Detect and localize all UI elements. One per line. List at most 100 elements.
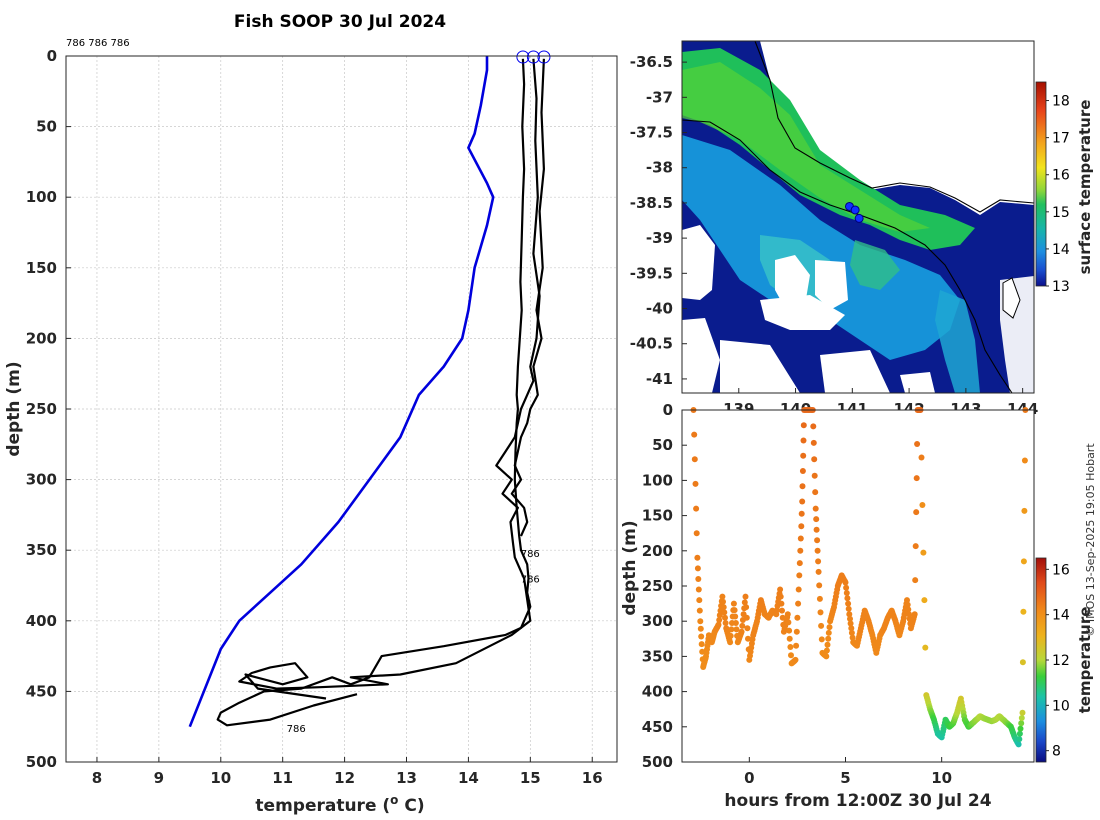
map-frame [681, 40, 1035, 394]
section-point [843, 584, 850, 591]
section-point [1019, 659, 1026, 666]
map-track [844, 201, 864, 223]
map-image [682, 41, 1034, 393]
profile-x-tick-label: 10 [210, 769, 231, 787]
section-point [799, 468, 806, 474]
section-point [691, 431, 698, 438]
section-point [698, 633, 705, 640]
section-point [920, 549, 927, 556]
section-y-tick-label: 100 [642, 471, 673, 489]
section-point [845, 605, 852, 612]
profile-x-tick-label: 9 [154, 769, 164, 787]
profile-x-axis-label: temperature (o C) [255, 793, 424, 816]
section-point [798, 523, 805, 530]
section-point [825, 635, 832, 642]
section-point [796, 572, 803, 579]
profile-y-axis-label: depth (m) [4, 361, 24, 456]
section-point [842, 579, 849, 586]
section-point [825, 629, 832, 636]
section-point [786, 627, 793, 634]
profile-x-tick-label: 13 [396, 769, 417, 787]
sst-colorbar-label: surface temperature [1076, 100, 1094, 275]
map-y-tick-label: -37.5 [630, 124, 673, 142]
profile-y-tick-label: 500 [26, 753, 57, 771]
section-point [743, 614, 750, 621]
cast-start-marker [516, 50, 530, 64]
section-point [720, 598, 726, 605]
section-point [826, 624, 833, 631]
section-point [727, 639, 734, 646]
section-point [798, 510, 805, 517]
section-point [797, 535, 804, 542]
section-point [778, 600, 785, 607]
section-point [911, 611, 918, 618]
section-point [922, 644, 929, 651]
section-point [811, 472, 818, 479]
climatology-line [188, 56, 495, 728]
section-point [816, 582, 823, 589]
section-point [742, 593, 749, 600]
section-point [1018, 720, 1025, 727]
map-y-tick-label: -40.5 [630, 335, 673, 353]
profile-y-tick-label: 0 [47, 47, 57, 65]
section-point [1021, 457, 1028, 464]
section-point [788, 652, 794, 659]
profile-x-tick-label: 15 [520, 769, 541, 787]
section-point [800, 437, 807, 444]
section-point [722, 614, 728, 621]
sst-map: 139140141142143144 -36.5-37-37.5-38-38.5… [630, 40, 1094, 418]
section-point [693, 505, 700, 512]
section-point [817, 609, 824, 616]
profile-x-tick-label: 16 [582, 769, 603, 787]
section-point [728, 626, 735, 633]
section-point [815, 568, 822, 575]
temperature-colorbar-tick-label: 14 [1052, 608, 1070, 624]
profile-y-tick-label: 300 [26, 471, 57, 489]
section-point [694, 554, 701, 561]
section-point [912, 577, 919, 584]
section-point [730, 600, 737, 607]
section-y-tick-label: 500 [642, 753, 673, 771]
temperature-colorbar-tick-label: 12 [1052, 653, 1070, 669]
section-point [743, 604, 750, 611]
section-point [696, 597, 703, 604]
profile-series [188, 56, 546, 728]
map-y-tick-label: -36.5 [630, 53, 673, 71]
profile-y-tick-label: 200 [26, 329, 57, 347]
section-point [813, 526, 820, 533]
section-point [777, 593, 784, 600]
section-y-tick-label: 0 [663, 401, 673, 419]
section-point [904, 601, 911, 608]
section-point [795, 586, 802, 593]
section-point [721, 609, 728, 616]
section-point [913, 509, 920, 516]
section-point [787, 644, 794, 650]
section-y-tick-label: 50 [652, 436, 673, 454]
section-point [794, 614, 801, 621]
cast-line [216, 58, 532, 727]
profile-y-tick-label: 400 [26, 612, 57, 630]
section-point [816, 595, 823, 602]
section-point [847, 615, 853, 622]
section-point [912, 543, 919, 550]
section-point [1020, 608, 1027, 615]
sst-colorbar-tick-label: 15 [1052, 205, 1070, 221]
section-point [848, 625, 855, 632]
section-x-axis-label: hours from 12:00Z 30 Jul 24 [724, 791, 991, 811]
section-point [848, 629, 855, 636]
section-point [715, 621, 722, 628]
section-x-tick-label: 5 [840, 769, 850, 787]
profile-y-tick-label: 350 [26, 541, 57, 559]
sst-colorbar-tick-label: 17 [1052, 131, 1070, 147]
section-point [695, 586, 702, 593]
section-point [1021, 507, 1028, 514]
section-point [793, 628, 800, 635]
section-point [795, 600, 802, 607]
section-point [823, 647, 830, 654]
section-point [691, 456, 698, 463]
sst-colorbar-tick-label: 18 [1052, 94, 1070, 110]
figure-title: Fish SOOP 30 Jul 2024 [234, 12, 446, 32]
section-point [698, 641, 705, 648]
map-y-tick-label: -39 [646, 229, 673, 247]
